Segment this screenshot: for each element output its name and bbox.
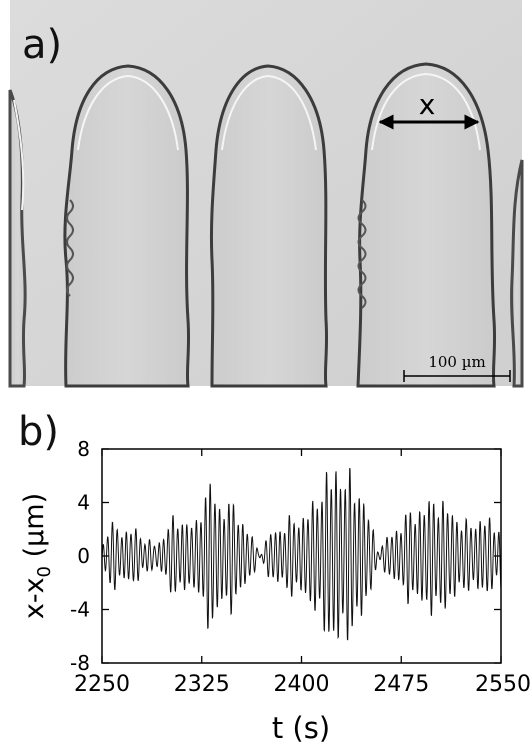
tick-layer bbox=[101, 448, 502, 664]
scale-bar bbox=[403, 370, 511, 382]
cell-finger-3 bbox=[356, 62, 497, 388]
panel-a-label: a) bbox=[22, 22, 62, 68]
x-tick-label: 2250 bbox=[74, 672, 130, 697]
y-tick-label: -4 bbox=[70, 598, 90, 622]
plot-frame bbox=[101, 448, 502, 664]
y-tick-label: 4 bbox=[77, 491, 90, 515]
x-tick-label: 2475 bbox=[373, 672, 429, 697]
y-axis-label-unit: (µm) bbox=[19, 493, 50, 566]
panel-b-chart: b) x-x0 (µm) t (s) 2250 2325 2400 2475 25508… bbox=[18, 409, 531, 745]
series-line bbox=[101, 467, 502, 641]
tick-label-layer: 2250 2325 2400 2475 2550 8 4 0 -4 -8 bbox=[70, 437, 531, 697]
scale-bar-label: 100 µm bbox=[428, 353, 485, 371]
y-axis-label-main: x-x bbox=[19, 577, 50, 619]
x-tick-label: 2400 bbox=[274, 672, 330, 697]
y-axis-label-subscript: 0 bbox=[34, 566, 55, 577]
cell-finger-left-edge-highlight bbox=[13, 99, 25, 211]
panel-b-label: b) bbox=[18, 409, 59, 455]
width-arrow-label: x bbox=[419, 88, 436, 121]
y-tick-label: 8 bbox=[77, 437, 90, 461]
cell-finger-2 bbox=[209, 64, 329, 388]
x-tick-label: 2550 bbox=[475, 672, 531, 697]
series-layer bbox=[101, 467, 502, 641]
x-axis-label: t (s) bbox=[272, 711, 330, 745]
y-tick-label: 0 bbox=[77, 544, 90, 568]
cell-finger-1 bbox=[63, 64, 191, 388]
cell-finger-right-edge bbox=[510, 159, 524, 388]
y-axis-label: x-x0 (µm) bbox=[19, 493, 55, 619]
y-tick-label: -8 bbox=[70, 651, 90, 675]
x-tick-label: 2325 bbox=[174, 672, 230, 697]
panel-a-micrograph: a) x 100 µm bbox=[8, 0, 524, 388]
